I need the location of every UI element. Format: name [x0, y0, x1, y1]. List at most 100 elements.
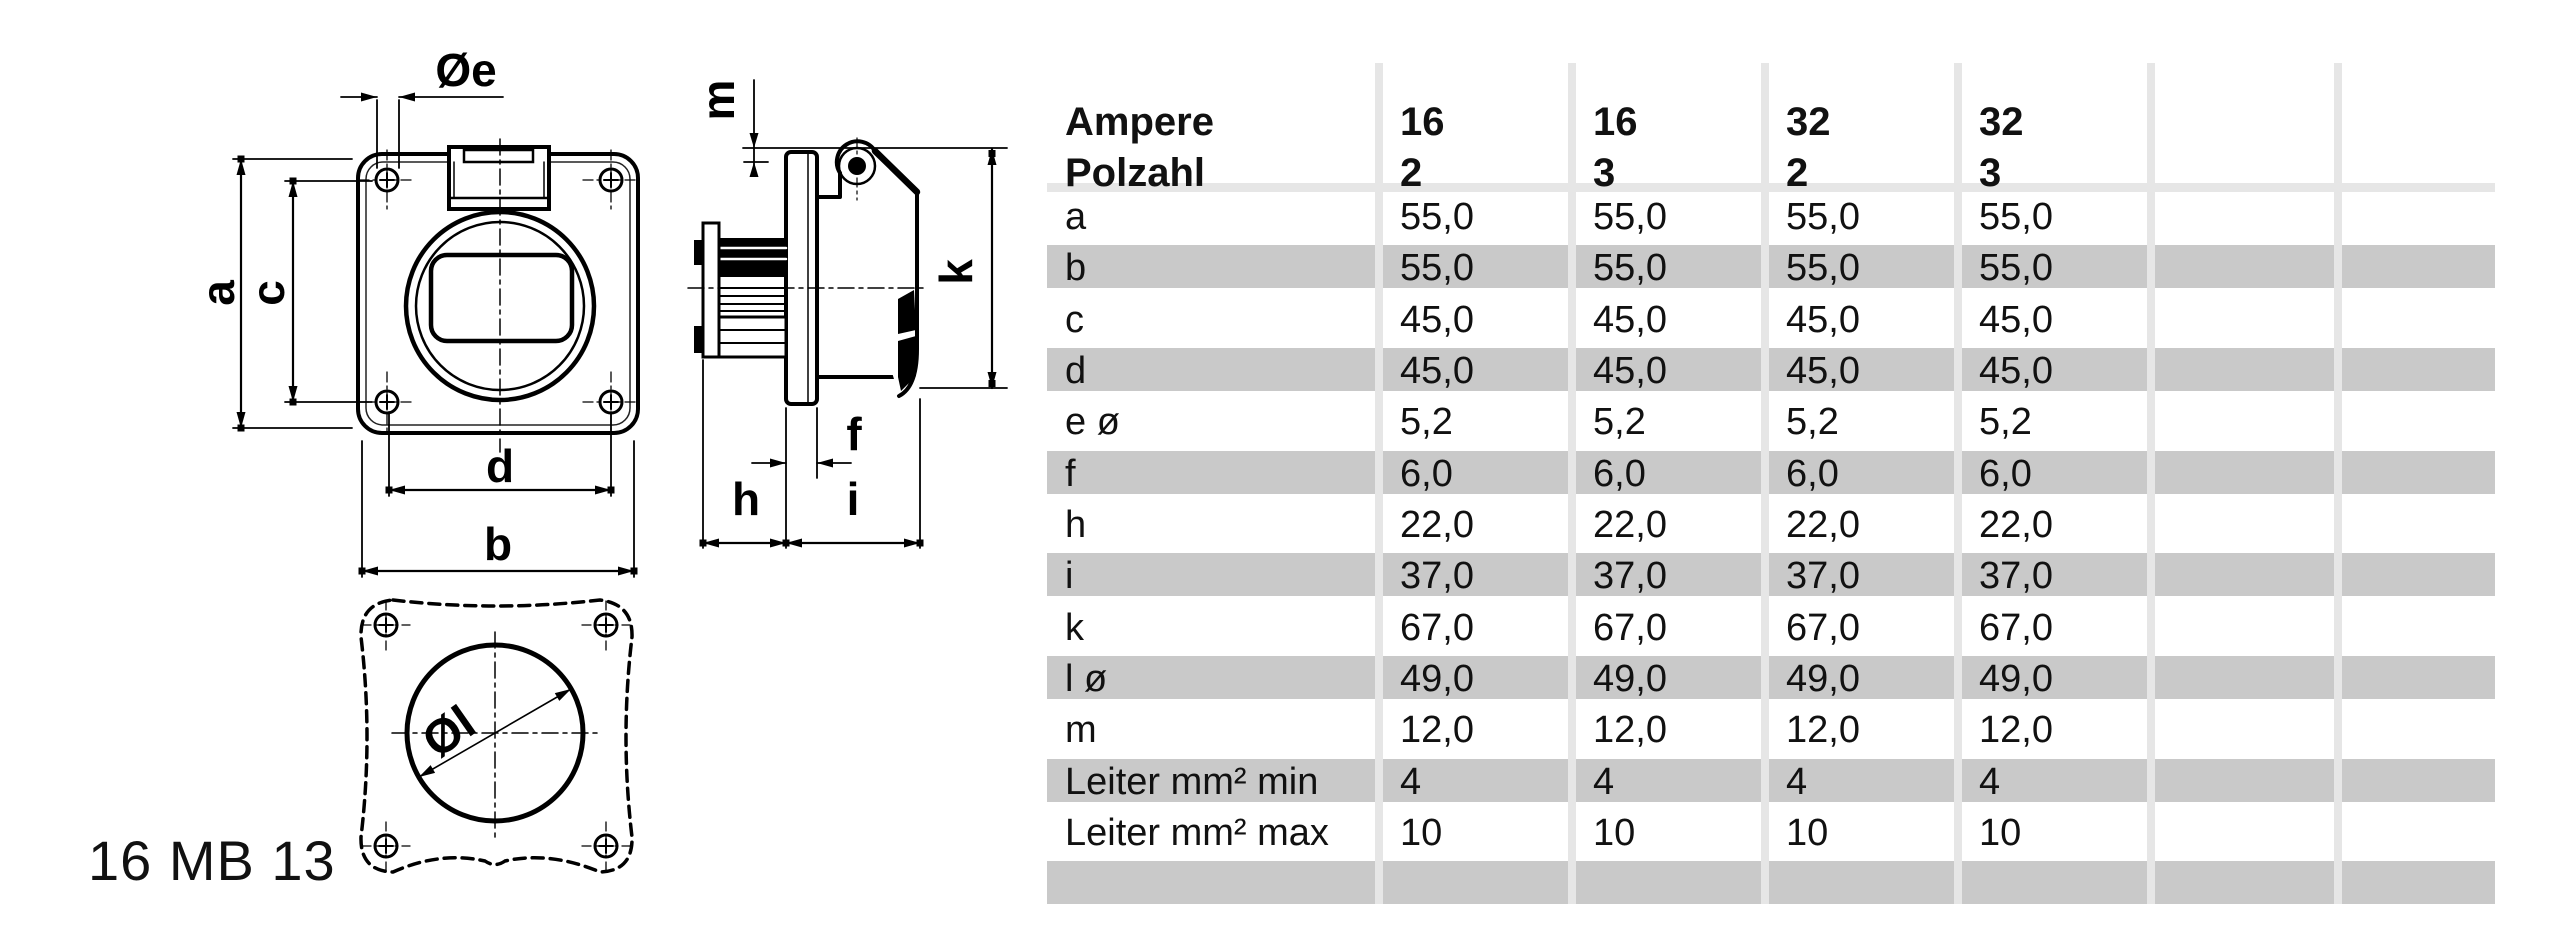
diameter-line: [418, 688, 572, 778]
cell-value: 5,2: [1593, 401, 1646, 444]
cell-value: 55,0: [1979, 247, 2053, 290]
cell-value: 4: [1786, 760, 1808, 803]
cutout-outline: [359, 598, 634, 874]
row-label: l ø: [1065, 657, 1108, 700]
cell-value: 12,0: [1979, 709, 2053, 752]
cell-value: 6,0: [1979, 452, 2032, 495]
cell-value: 37,0: [1400, 555, 1474, 598]
cell-value: 12,0: [1400, 709, 1474, 752]
row-stripe: [1047, 655, 2495, 699]
column-separator: [1761, 63, 1769, 904]
dim-label-d: d: [486, 440, 514, 492]
cell-value: 55,0: [1400, 247, 1474, 290]
dim-b: [358, 440, 638, 578]
row-stripe: [1047, 553, 2495, 597]
cell-value: 6,0: [1786, 452, 1839, 495]
row-label: i: [1065, 555, 1074, 598]
column-separator: [1568, 63, 1576, 904]
cell-value: 49,0: [1400, 657, 1474, 700]
dim-label-a: a: [192, 280, 244, 306]
technical-drawing: a c Øe d b: [192, 44, 1008, 874]
dim-label-c: c: [242, 280, 294, 306]
dim-label-ol: Øl: [413, 696, 485, 768]
row-label: d: [1065, 349, 1087, 392]
cell-value: 5,2: [1786, 401, 1839, 444]
cell-value: 45,0: [1979, 298, 2053, 341]
cell-value: 67,0: [1400, 606, 1474, 649]
table-row: f 6,0 6,0 6,0 6,0: [1047, 452, 2495, 500]
dim-label-i: i: [847, 473, 860, 525]
cell-value: 45,0: [1593, 298, 1667, 341]
table-row: i 37,0 37,0 37,0 37,0: [1047, 554, 2495, 602]
cell-value: 10: [1979, 811, 2022, 854]
column-header: 16 2: [1400, 100, 1445, 195]
dim-h-i: [699, 359, 924, 549]
front-view: a c Øe d b: [192, 44, 640, 578]
cell-value: 45,0: [1786, 298, 1860, 341]
cell-value: 55,0: [1593, 196, 1667, 238]
cell-value: 22,0: [1979, 503, 2053, 546]
cell-value: 49,0: [1979, 657, 2053, 700]
cell-value: 55,0: [1786, 247, 1860, 290]
cell-value: 5,2: [1979, 401, 2032, 444]
table-row: e ø 5,2 5,2 5,2 5,2: [1047, 400, 2495, 448]
dim-k: [742, 147, 1008, 390]
cell-value: 22,0: [1786, 503, 1860, 546]
cell-value: 45,0: [1593, 349, 1667, 392]
row-label: Leiter mm² min: [1065, 760, 1319, 803]
row-stripe: [1047, 450, 2495, 494]
screw-holes-front: [358, 149, 640, 433]
table-row: c 45,0 45,0 45,0 45,0: [1047, 298, 2495, 346]
cell-value: 10: [1400, 811, 1443, 854]
dimension-table: Ampere Polzahl 16 2 16 3 32 2 32 3 a 55,0 55,0 5…: [1047, 63, 2495, 913]
cell-value: 22,0: [1400, 503, 1474, 546]
table-row: k 67,0 67,0 67,0 67,0: [1047, 606, 2495, 654]
row-label: a: [1065, 196, 1087, 238]
cell-value: 67,0: [1979, 606, 2053, 649]
column-header: 16 3: [1593, 100, 1638, 195]
dim-label-f: f: [846, 408, 862, 460]
side-view: m k f h i: [687, 79, 1008, 549]
cell-value: 67,0: [1593, 606, 1667, 649]
row-label: k: [1065, 606, 1084, 649]
cell-value: 55,0: [1400, 196, 1474, 238]
cell-value: 37,0: [1593, 555, 1667, 598]
dim-m: [743, 79, 769, 177]
dim-label-m: m: [692, 80, 744, 121]
header-separator: [1047, 183, 2495, 192]
cell-value: 10: [1593, 811, 1636, 854]
dim-label-b: b: [484, 518, 512, 570]
dim-label-oe: Øe: [435, 44, 496, 96]
cell-value: 45,0: [1979, 349, 2053, 392]
row-stripe: [1047, 347, 2495, 391]
column-separator: [1954, 63, 1962, 904]
table-row: [1047, 862, 2495, 910]
cell-value: 55,0: [1786, 196, 1860, 238]
table-row: m 12,0 12,0 12,0 12,0: [1047, 708, 2495, 756]
cell-value: 5,2: [1400, 401, 1453, 444]
cell-value: 12,0: [1786, 709, 1860, 752]
cell-value: 4: [1979, 760, 2001, 803]
table-row: a 55,0 55,0 55,0 55,0: [1047, 195, 2495, 243]
column-separator: [2334, 63, 2342, 904]
terminals: [694, 221, 788, 359]
table-row: h 22,0 22,0 22,0 22,0: [1047, 503, 2495, 551]
part-number-label: 16 MB 13: [88, 829, 336, 892]
table-row: l ø 49,0 49,0 49,0 49,0: [1047, 657, 2495, 705]
dim-f: [751, 407, 852, 549]
cell-value: 49,0: [1593, 657, 1667, 700]
cell-value: 6,0: [1400, 452, 1453, 495]
cell-value: 4: [1593, 760, 1615, 803]
dim-d: [385, 411, 615, 497]
row-label: m: [1065, 709, 1097, 752]
cell-value: 67,0: [1786, 606, 1860, 649]
row-stripe: [1047, 245, 2495, 289]
row-label: Leiter mm² max: [1065, 811, 1329, 854]
row-label: b: [1065, 247, 1087, 290]
cell-value: 4: [1400, 760, 1422, 803]
table-row: d 45,0 45,0 45,0 45,0: [1047, 349, 2495, 397]
dim-label-k: k: [930, 259, 982, 285]
cell-value: 12,0: [1593, 709, 1667, 752]
cell-value: 45,0: [1400, 298, 1474, 341]
